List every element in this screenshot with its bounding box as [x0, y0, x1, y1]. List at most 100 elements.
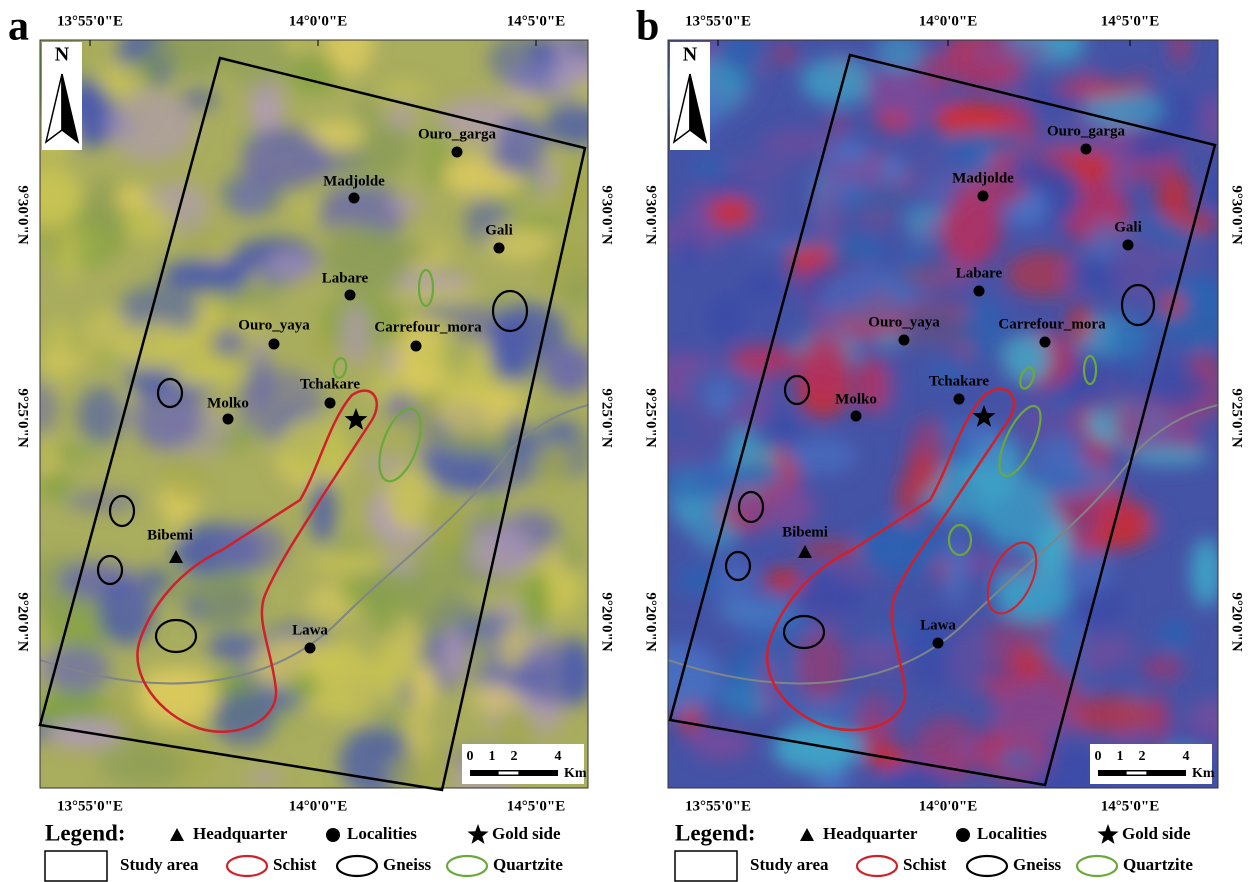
place-label: Lawa — [920, 617, 956, 633]
legend-label: Gneiss — [383, 855, 432, 874]
latitude-label: 9°20'0"N — [599, 592, 615, 651]
locality-symbol — [345, 290, 356, 301]
texture-patch — [1030, 471, 1090, 487]
texture-patch — [287, 675, 320, 697]
texture-patch — [98, 577, 154, 645]
texture-patch — [796, 631, 847, 701]
legend-study-area — [675, 851, 737, 881]
texture-patch — [690, 158, 730, 174]
texture-patch — [47, 719, 122, 748]
texture-patch — [171, 360, 241, 386]
texture-patch — [93, 352, 115, 365]
longitude-label: 13°55'0"E — [685, 13, 751, 29]
place-label: Ouro_garga — [418, 126, 497, 142]
texture-patch — [988, 682, 1073, 746]
longitude-label: 13°55'0"E — [57, 13, 123, 29]
texture-patch — [573, 53, 597, 83]
longitude-label: 13°55'0"E — [685, 798, 751, 814]
texture-patch — [398, 288, 479, 301]
legend-label: Gneiss — [1013, 855, 1062, 874]
scale-bar-segment — [1127, 772, 1147, 775]
legend-label: Headquarter — [193, 824, 288, 843]
texture-patch — [708, 294, 746, 343]
satellite-image — [634, 19, 1240, 809]
texture-patch — [116, 185, 147, 209]
texture-patch — [813, 180, 842, 245]
place-label: Carrefour_mora — [998, 316, 1106, 332]
place-label: Madjolde — [323, 173, 385, 189]
texture-patch — [787, 437, 857, 475]
legend-label: Schist — [903, 855, 947, 874]
texture-patch — [938, 130, 1028, 156]
texture-patch — [488, 34, 561, 86]
latitude-label: 9°25'0"N — [599, 388, 615, 447]
place-label: Gali — [485, 222, 513, 238]
texture-patch — [1156, 172, 1192, 221]
texture-patch — [161, 449, 209, 502]
texture-patch — [412, 664, 435, 708]
texture-patch — [772, 44, 797, 63]
texture-patch — [729, 655, 760, 718]
texture-patch — [678, 233, 700, 268]
texture-patch — [1118, 401, 1199, 456]
legend-label: Localities — [977, 824, 1047, 843]
locality-symbol — [305, 643, 316, 654]
legend-label: Quartzite — [493, 855, 563, 874]
texture-patch — [131, 386, 203, 450]
locality-symbol — [411, 341, 422, 352]
scale-tick-label: 0 — [1095, 749, 1102, 764]
texture-patch — [880, 764, 949, 797]
locality-symbol — [325, 398, 336, 409]
texture-patch — [799, 331, 850, 395]
place-label: Ouro_yaya — [868, 314, 940, 330]
texture-patch — [39, 472, 73, 499]
latitude-label: 9°30'0"N — [599, 185, 615, 244]
scale-unit: Km — [1192, 766, 1215, 781]
place-label: Labare — [322, 270, 369, 286]
locality-symbol — [223, 414, 234, 425]
texture-patch — [181, 88, 219, 111]
texture-patch — [200, 568, 253, 635]
locality-symbol — [933, 638, 944, 649]
texture-patch — [1053, 81, 1136, 96]
place-label: Carrefour_mora — [374, 319, 482, 335]
scale-tick-label: 4 — [1183, 749, 1190, 764]
texture-patch — [119, 323, 188, 368]
texture-patch — [660, 461, 733, 500]
panel-label: b — [636, 4, 659, 50]
locality-symbol — [349, 193, 360, 204]
texture-patch — [474, 338, 491, 396]
place-label: Ouro_yaya — [238, 317, 310, 333]
texture-patch — [379, 81, 430, 99]
texture-patch — [340, 304, 372, 364]
legend-locality — [956, 828, 970, 842]
texture-patch — [185, 232, 226, 256]
texture-patch — [560, 159, 596, 224]
texture-patch — [162, 259, 252, 290]
place-label: Bibemi — [147, 527, 193, 543]
texture-patch — [1146, 364, 1215, 408]
figure: a13°55'0"E13°55'0"E14°0'0"E14°0'0"E14°5'… — [0, 0, 1253, 882]
place-label: Gali — [1114, 219, 1142, 235]
longitude-label: 14°5'0"E — [1101, 13, 1160, 29]
locality-symbol — [1040, 337, 1051, 348]
legend-title: Legend: — [675, 820, 756, 845]
texture-patch — [100, 742, 183, 788]
texture-patch — [835, 569, 880, 582]
texture-patch — [215, 331, 244, 355]
texture-patch — [1170, 19, 1189, 66]
locality-symbol — [269, 339, 280, 350]
scale-tick-label: 0 — [467, 749, 474, 764]
legend-label: Schist — [273, 855, 317, 874]
texture-patch — [891, 263, 955, 280]
texture-patch — [43, 319, 75, 388]
legend-title: Legend: — [45, 820, 126, 845]
legend-label: Localities — [347, 824, 417, 843]
latitude-label: 9°20'0"N — [643, 592, 659, 651]
scale-tick-label: 1 — [1117, 749, 1124, 764]
legend-label: Study area — [750, 855, 829, 874]
legend-quartzite — [447, 856, 487, 876]
texture-patch — [467, 526, 535, 576]
place-label: Tchakare — [300, 376, 360, 392]
